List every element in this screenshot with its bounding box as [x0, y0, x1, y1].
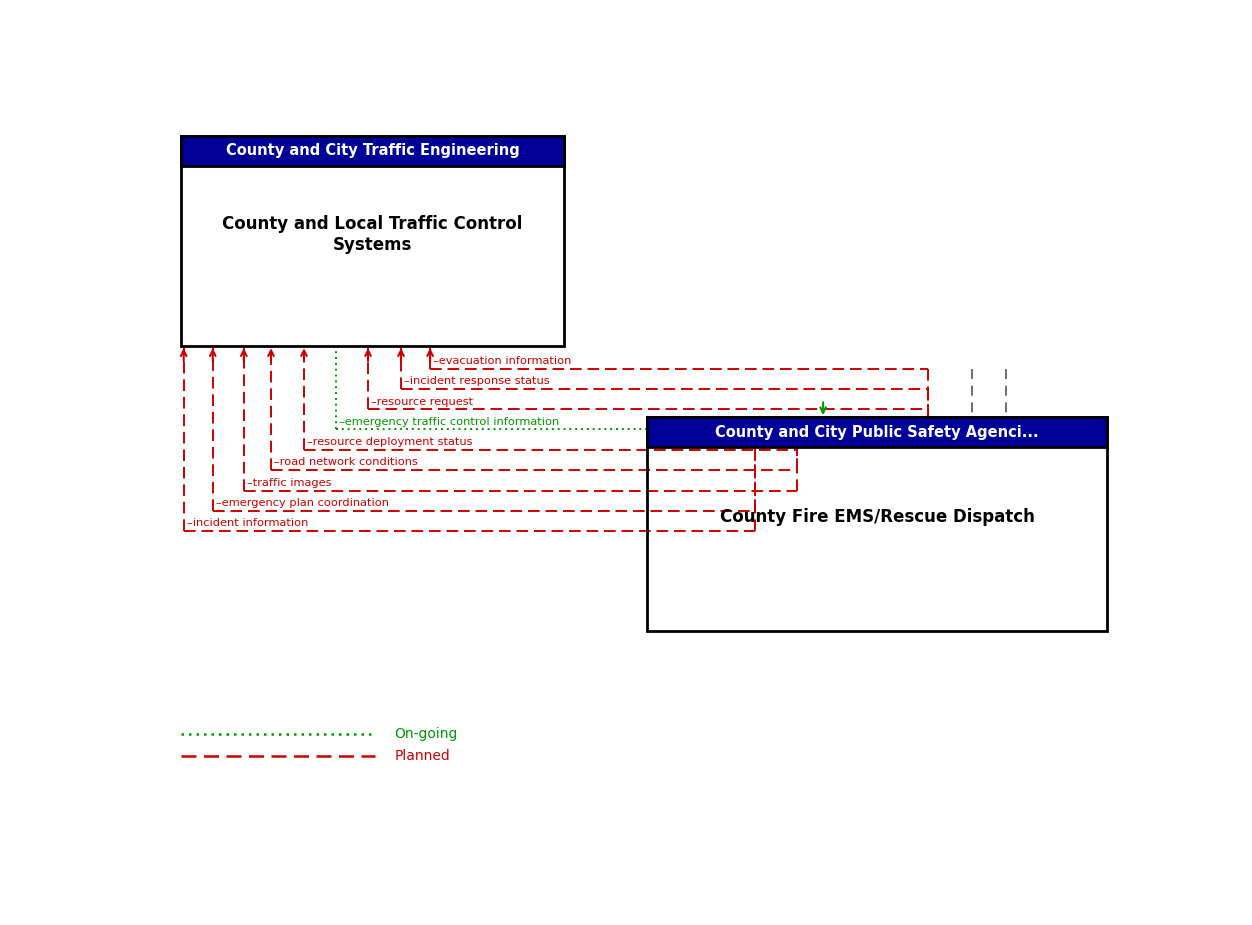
Text: County Fire EMS/Rescue Dispatch: County Fire EMS/Rescue Dispatch: [720, 508, 1034, 526]
Text: –resource deployment status: –resource deployment status: [307, 438, 472, 447]
Text: County and Local Traffic Control
Systems: County and Local Traffic Control Systems: [222, 215, 522, 253]
Bar: [180, 136, 563, 346]
Text: –traffic images: –traffic images: [247, 478, 332, 487]
Text: –road network conditions: –road network conditions: [274, 457, 418, 467]
Text: –emergency plan coordination: –emergency plan coordination: [215, 499, 388, 509]
Text: Planned: Planned: [394, 748, 449, 762]
Bar: [180, 136, 563, 166]
Text: –evacuation information: –evacuation information: [433, 356, 571, 366]
Text: –emergency traffic control information: –emergency traffic control information: [339, 416, 560, 426]
Text: On-going: On-going: [394, 727, 457, 741]
Text: County and City Public Safety Agenci...: County and City Public Safety Agenci...: [715, 425, 1039, 439]
Text: –resource request: –resource request: [371, 397, 473, 407]
Bar: [646, 417, 1107, 447]
Text: County and City Traffic Engineering: County and City Traffic Engineering: [225, 143, 520, 158]
Bar: [646, 417, 1107, 631]
Text: –incident response status: –incident response status: [404, 376, 550, 386]
Text: –incident information: –incident information: [187, 518, 308, 528]
